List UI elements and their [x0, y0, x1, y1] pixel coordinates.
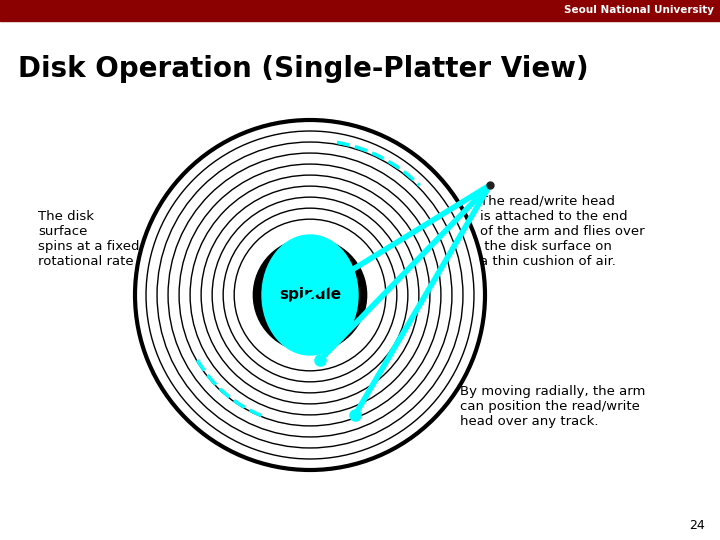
Text: Seoul National University: Seoul National University: [564, 5, 714, 15]
Text: By moving radially, the arm
can position the read/write
head over any track.: By moving radially, the arm can position…: [460, 385, 645, 428]
Text: spindle: spindle: [279, 287, 341, 302]
Text: 24: 24: [689, 519, 705, 532]
Circle shape: [253, 238, 366, 352]
Text: Disk Operation (Single-Platter View): Disk Operation (Single-Platter View): [18, 55, 589, 83]
Ellipse shape: [262, 235, 358, 355]
Text: The disk
surface
spins at a fixed
rotational rate: The disk surface spins at a fixed rotati…: [38, 210, 140, 268]
Text: The read/write head
is attached to the end
of the arm and flies over
 the disk s: The read/write head is attached to the e…: [480, 195, 644, 268]
Bar: [0, 0, 720, 21]
